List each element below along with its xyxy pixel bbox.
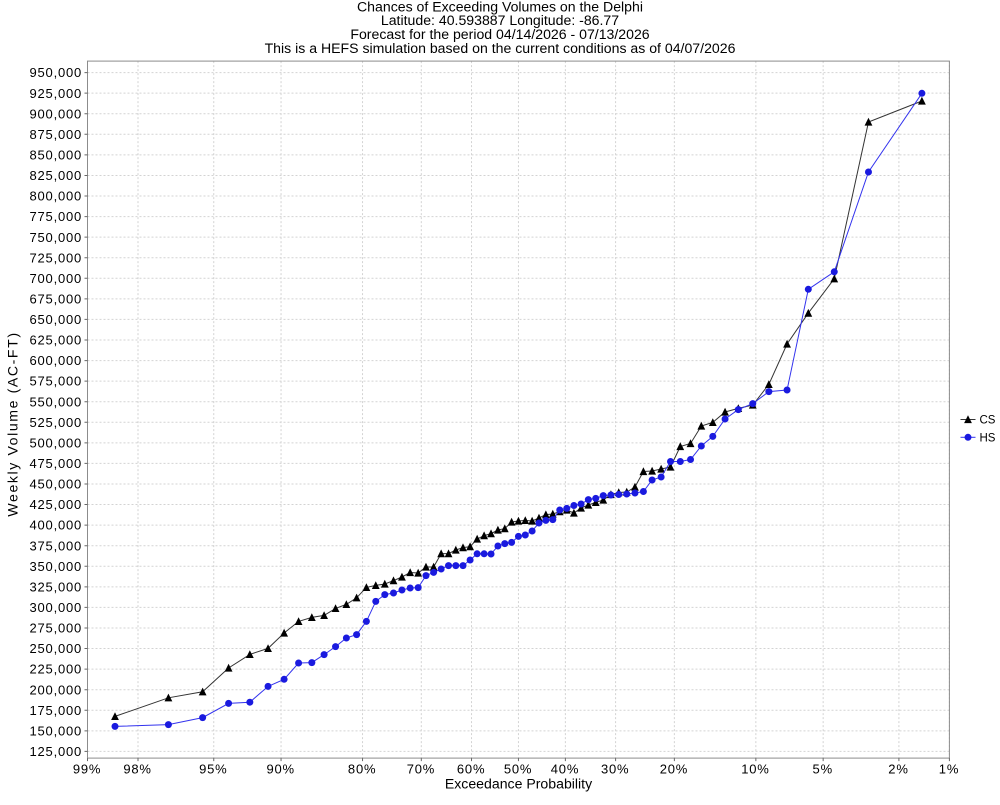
svg-text:900,000: 900,000 bbox=[30, 106, 83, 121]
svg-text:30%: 30% bbox=[601, 762, 629, 777]
svg-text:This is a HEFS simulation base: This is a HEFS simulation based on the c… bbox=[265, 40, 736, 56]
svg-text:275,000: 275,000 bbox=[30, 621, 83, 636]
svg-text:625,000: 625,000 bbox=[30, 333, 83, 348]
svg-text:95%: 95% bbox=[199, 762, 227, 777]
svg-text:60%: 60% bbox=[457, 762, 485, 777]
svg-text:99%: 99% bbox=[73, 762, 101, 777]
svg-text:300,000: 300,000 bbox=[30, 600, 83, 615]
svg-text:200,000: 200,000 bbox=[30, 682, 83, 697]
svg-text:400,000: 400,000 bbox=[30, 518, 83, 533]
svg-text:350,000: 350,000 bbox=[30, 559, 83, 574]
svg-text:325,000: 325,000 bbox=[30, 579, 83, 594]
svg-text:800,000: 800,000 bbox=[30, 189, 83, 204]
svg-text:50%: 50% bbox=[504, 762, 532, 777]
svg-text:550,000: 550,000 bbox=[30, 394, 83, 409]
svg-text:225,000: 225,000 bbox=[30, 662, 83, 677]
svg-text:450,000: 450,000 bbox=[30, 477, 83, 492]
svg-text:500,000: 500,000 bbox=[30, 435, 83, 450]
svg-text:150,000: 150,000 bbox=[30, 723, 83, 738]
svg-text:425,000: 425,000 bbox=[30, 497, 83, 512]
svg-text:725,000: 725,000 bbox=[30, 250, 83, 265]
svg-text:90%: 90% bbox=[266, 762, 294, 777]
svg-text:80%: 80% bbox=[348, 762, 376, 777]
svg-text:875,000: 875,000 bbox=[30, 127, 83, 142]
svg-text:5%: 5% bbox=[813, 762, 833, 777]
svg-text:750,000: 750,000 bbox=[30, 230, 83, 245]
svg-text:950,000: 950,000 bbox=[30, 65, 83, 80]
svg-text:175,000: 175,000 bbox=[30, 703, 83, 718]
svg-text:Exceedance Probability: Exceedance Probability bbox=[445, 776, 593, 792]
svg-text:1%: 1% bbox=[939, 762, 959, 777]
svg-text:925,000: 925,000 bbox=[30, 86, 83, 101]
svg-text:650,000: 650,000 bbox=[30, 312, 83, 327]
svg-text:Forecast for the period 04/14/: Forecast for the period 04/14/2026 - 07/… bbox=[350, 26, 649, 42]
svg-text:70%: 70% bbox=[407, 762, 435, 777]
svg-text:Latitude: 40.593887 Longitude:: Latitude: 40.593887 Longitude: -86.77 bbox=[381, 12, 619, 28]
svg-text:Chances of Exceeding Volumes o: Chances of Exceeding Volumes on the Delp… bbox=[357, 0, 643, 15]
svg-text:600,000: 600,000 bbox=[30, 353, 83, 368]
svg-text:775,000: 775,000 bbox=[30, 209, 83, 224]
svg-text:850,000: 850,000 bbox=[30, 147, 83, 162]
svg-text:525,000: 525,000 bbox=[30, 415, 83, 430]
svg-text:20%: 20% bbox=[660, 762, 688, 777]
svg-text:250,000: 250,000 bbox=[30, 641, 83, 656]
svg-text:475,000: 475,000 bbox=[30, 456, 83, 471]
svg-text:825,000: 825,000 bbox=[30, 168, 83, 183]
svg-text:40%: 40% bbox=[551, 762, 579, 777]
svg-text:98%: 98% bbox=[123, 762, 151, 777]
svg-text:HS: HS bbox=[980, 432, 996, 444]
svg-text:CS: CS bbox=[980, 415, 996, 427]
svg-text:125,000: 125,000 bbox=[30, 744, 83, 759]
svg-text:575,000: 575,000 bbox=[30, 374, 83, 389]
svg-text:Weekly Volume (AC-FT): Weekly Volume (AC-FT) bbox=[5, 331, 21, 516]
svg-text:675,000: 675,000 bbox=[30, 291, 83, 306]
svg-text:375,000: 375,000 bbox=[30, 538, 83, 553]
svg-text:2%: 2% bbox=[888, 762, 908, 777]
svg-text:10%: 10% bbox=[741, 762, 769, 777]
svg-text:700,000: 700,000 bbox=[30, 271, 83, 286]
